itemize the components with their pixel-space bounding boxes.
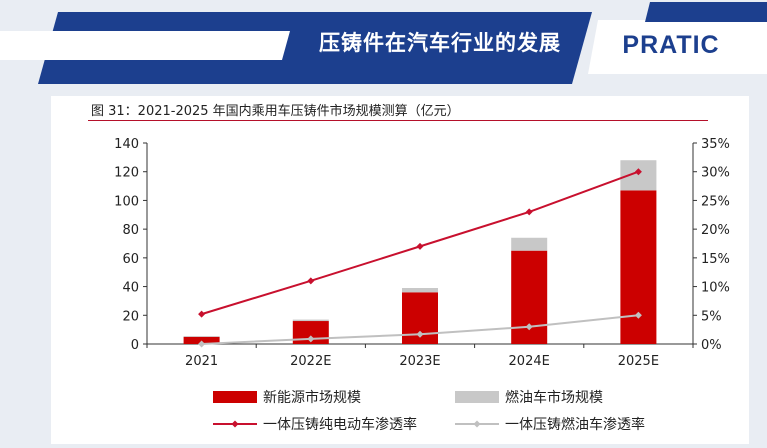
title-band-left-strip — [0, 31, 290, 60]
left-axis-tick-label: 60 — [122, 252, 139, 267]
point-ev-penetration-2025E — [634, 168, 642, 176]
left-axis-tick-label: 100 — [114, 194, 139, 209]
logo-accent-band — [645, 2, 767, 22]
point-ev-penetration-2024E — [525, 208, 533, 216]
logo-plate — [588, 20, 767, 74]
right-axis-tick-label: 35% — [701, 137, 730, 152]
right-axis-tick-label: 20% — [701, 223, 730, 238]
point-ev-penetration-2023E — [416, 242, 424, 250]
left-axis-tick-label: 140 — [114, 137, 139, 152]
right-axis-tick-label: 25% — [701, 194, 730, 209]
bar-fuel-2023E — [402, 288, 438, 293]
x-axis-category-label: 2023E — [399, 354, 440, 369]
left-axis-tick-label: 20 — [122, 309, 139, 324]
left-axis-tick-label: 40 — [122, 281, 139, 296]
left-axis-tick-label: 120 — [114, 166, 139, 181]
legend-label: 新能源市场规模 — [263, 389, 361, 406]
slide-title: 压铸件在汽车行业的发展 — [319, 31, 561, 55]
point-fuel-penetration-2023E — [416, 330, 424, 338]
point-ev-penetration-2021 — [198, 310, 206, 318]
point-ev-penetration-2022E — [307, 277, 315, 285]
legend-label: 一体压铸燃油车渗透率 — [505, 416, 645, 433]
x-axis-category-label: 2025E — [618, 354, 659, 369]
legend-swatch — [455, 391, 499, 403]
x-axis-category-label: 2021 — [185, 354, 218, 369]
x-axis-category-label: 2022E — [290, 354, 331, 369]
bar-fuel-2021 — [183, 336, 220, 337]
right-axis-tick-label: 30% — [701, 166, 730, 181]
title-band — [38, 12, 592, 84]
legend-label: 燃油车市场规模 — [505, 389, 603, 406]
legend-swatch — [213, 391, 257, 403]
figure-title: 图 31：2021-2025 年国内乘用车压铸件市场规模测算（亿元） — [91, 104, 460, 119]
right-axis-tick-label: 10% — [701, 281, 730, 296]
figure-title-rule — [88, 120, 708, 121]
company-logo: PRATIC — [622, 31, 720, 59]
bar-nev-2025E — [620, 190, 657, 344]
right-axis-tick-label: 0% — [701, 338, 722, 353]
right-axis-tick-label: 15% — [701, 252, 730, 267]
bar-fuel-2024E — [511, 237, 548, 251]
bar-fuel-2022E — [292, 319, 329, 322]
right-axis-tick-label: 5% — [701, 309, 722, 324]
legend-marker — [473, 420, 481, 428]
header-banner — [0, 0, 767, 96]
point-fuel-penetration-2024E — [525, 323, 533, 331]
left-axis-tick-label: 0 — [131, 338, 139, 353]
legend-label: 一体压铸纯电动车渗透率 — [263, 416, 417, 433]
x-axis-category-label: 2024E — [509, 354, 550, 369]
left-axis-tick-label: 80 — [122, 223, 139, 238]
point-fuel-penetration-2025E — [634, 311, 642, 319]
legend-marker — [231, 420, 239, 428]
point-fuel-penetration-2021 — [198, 340, 206, 348]
point-fuel-penetration-2022E — [307, 335, 315, 343]
bar-nev-2021 — [183, 336, 220, 344]
